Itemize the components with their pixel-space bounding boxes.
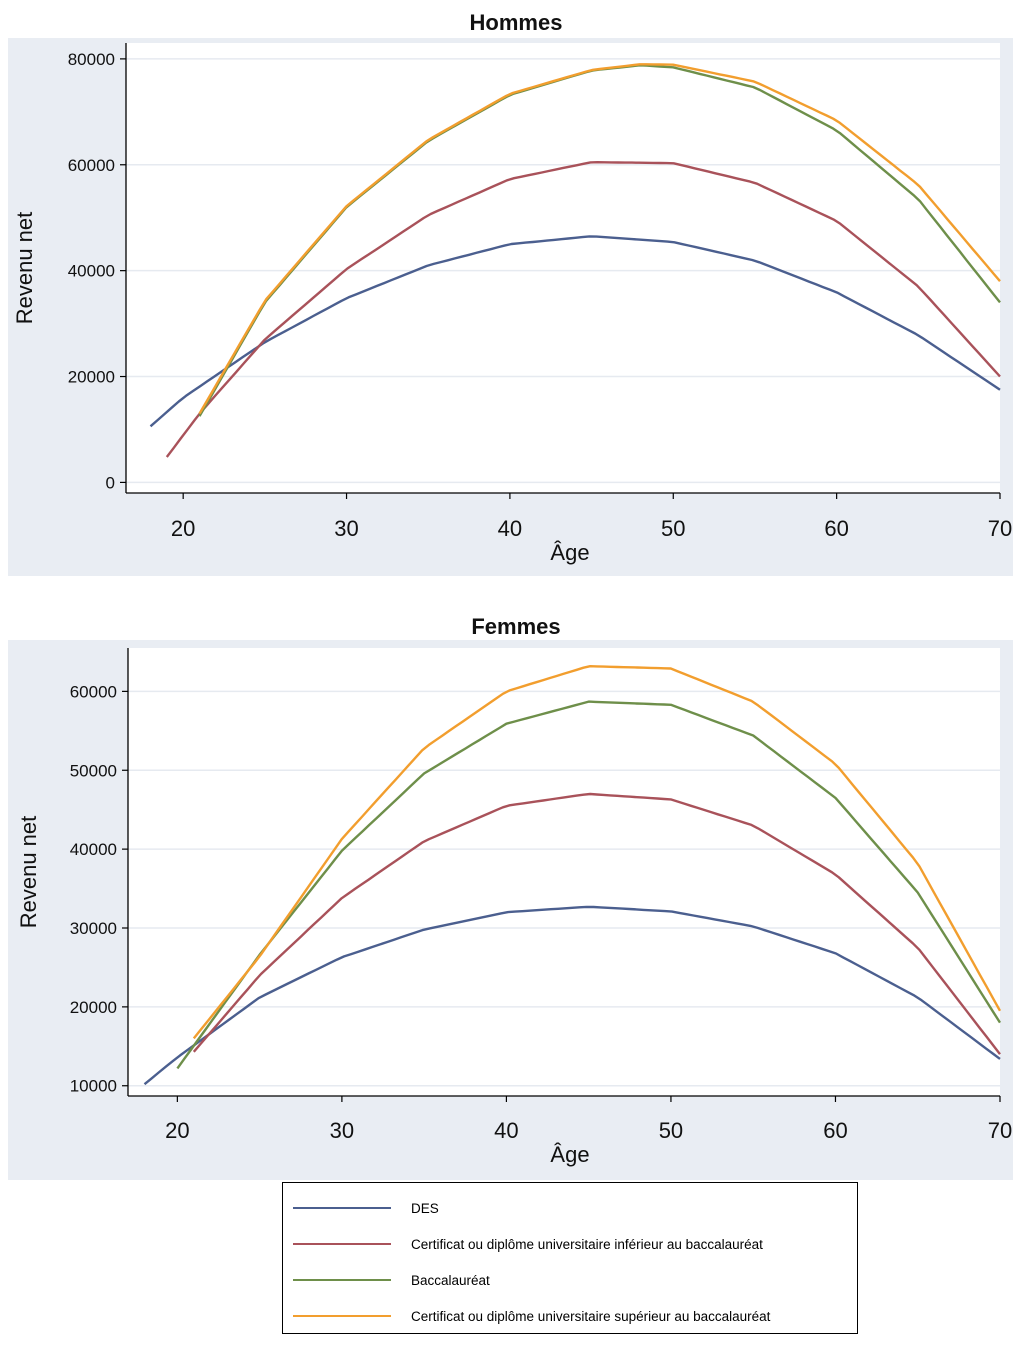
legend-item-baccalaureat: Baccalauréat	[293, 1269, 490, 1291]
legend-swatch-des	[293, 1207, 391, 1209]
legend-item-des: DES	[293, 1197, 439, 1219]
series-line-3	[176, 700, 1002, 1070]
x-tick-label: 70	[988, 516, 1012, 541]
x-tick-label: 60	[823, 1118, 847, 1143]
series-line-1	[149, 235, 1001, 428]
y-tick-label: 0	[106, 473, 115, 492]
x-tick-label: 50	[661, 516, 685, 541]
plot-area	[126, 43, 1000, 493]
series-line-4	[198, 63, 1001, 415]
legend: DES Certificat ou diplôme universitaire …	[282, 1182, 858, 1334]
x-axis-label: Âge	[550, 1142, 589, 1167]
x-tick-label: 20	[165, 1118, 189, 1143]
y-tick-label: 40000	[70, 840, 117, 859]
y-tick-label: 60000	[68, 156, 115, 175]
series-line-2	[192, 792, 1001, 1055]
legend-label-des: DES	[411, 1200, 439, 1216]
x-tick-label: 70	[988, 1118, 1012, 1143]
legend-label-baccalaureat: Baccalauréat	[411, 1272, 490, 1288]
series-line-1	[143, 905, 1001, 1086]
y-tick-label: 50000	[70, 761, 117, 780]
series-line-2	[165, 161, 1001, 458]
legend-item-superieur: Certificat ou diplôme universitaire supé…	[293, 1305, 770, 1327]
y-tick-label: 10000	[70, 1077, 117, 1096]
y-axis-label: Revenu net	[16, 816, 41, 929]
legend-swatch-baccalaureat	[293, 1279, 391, 1281]
chart-title: Femmes	[471, 614, 560, 639]
y-axis-label: Revenu net	[12, 212, 37, 325]
x-tick-label: 20	[171, 516, 195, 541]
y-tick-label: 80000	[68, 50, 115, 69]
x-tick-label: 40	[494, 1118, 518, 1143]
x-tick-label: 60	[824, 516, 848, 541]
x-tick-label: 50	[659, 1118, 683, 1143]
chart-panel-1: 0 20000 40000 60000 80000 20 30 40 50 60 70 Hommes Â…	[8, 10, 1013, 576]
x-tick-label: 40	[498, 516, 522, 541]
chart-title: Hommes	[470, 10, 563, 35]
legend-label-inferieur: Certificat ou diplôme universitaire infé…	[411, 1236, 763, 1252]
plot-area	[128, 648, 1000, 1096]
chart-panel-2: 10000 20000 30000 40000 50000 60000 20 30 40 50 60…	[8, 614, 1013, 1180]
legend-swatch-superieur	[293, 1315, 391, 1317]
y-tick-label: 20000	[68, 368, 115, 387]
y-tick-label: 60000	[70, 682, 117, 701]
y-tick-label: 30000	[70, 919, 117, 938]
series-line-4	[192, 665, 1002, 1040]
x-tick-label: 30	[330, 1118, 354, 1143]
x-tick-label: 30	[334, 516, 358, 541]
y-tick-label: 20000	[70, 998, 117, 1017]
legend-label-superieur: Certificat ou diplôme universitaire supé…	[411, 1308, 771, 1324]
legend-swatch-inferieur	[293, 1243, 391, 1245]
legend-item-inferieur: Certificat ou diplôme universitaire infé…	[293, 1233, 763, 1255]
x-axis-label: Âge	[550, 540, 589, 565]
y-tick-label: 40000	[68, 262, 115, 281]
